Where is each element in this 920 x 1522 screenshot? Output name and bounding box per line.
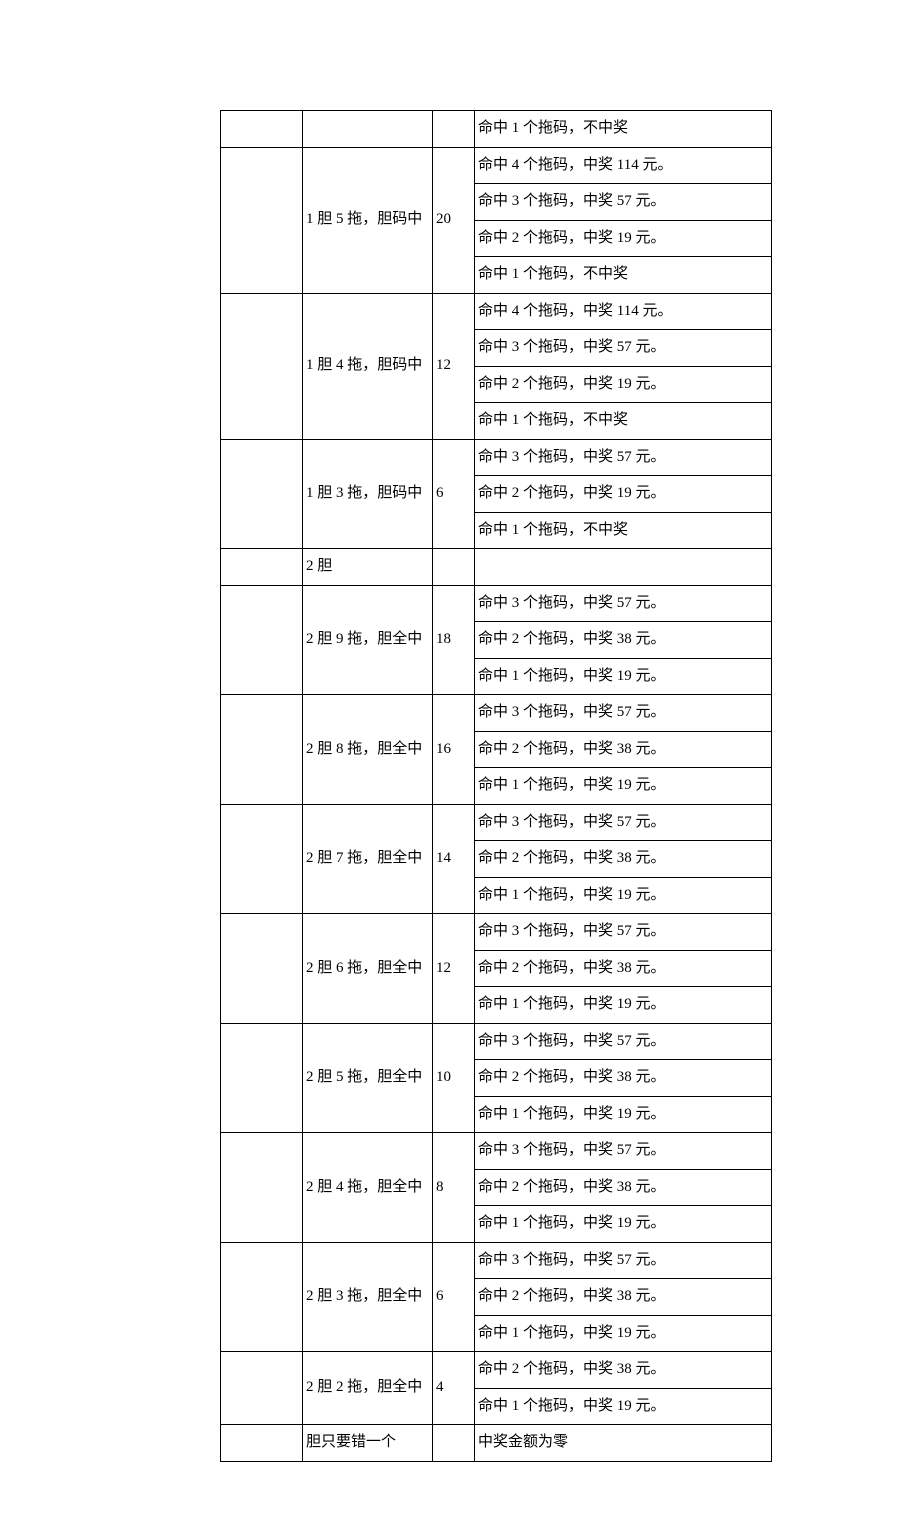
col-label: 2 胆 5 拖，胆全中 bbox=[303, 1023, 433, 1133]
col-outcome: 命中 3 个拖码，中奖 57 元。 bbox=[475, 914, 772, 951]
col-amount: 8 bbox=[433, 1133, 475, 1243]
col-empty bbox=[221, 147, 303, 293]
table-row: 2 胆 3 拖，胆全中6命中 3 个拖码，中奖 57 元。 bbox=[221, 1242, 772, 1279]
col-outcome: 命中 1 个拖码，中奖 19 元。 bbox=[475, 1096, 772, 1133]
col-outcome: 命中 1 个拖码，不中奖 bbox=[475, 111, 772, 148]
col-outcome bbox=[475, 549, 772, 586]
col-outcome: 中奖金额为零 bbox=[475, 1425, 772, 1462]
col-outcome: 命中 1 个拖码，中奖 19 元。 bbox=[475, 1206, 772, 1243]
col-label: 2 胆 bbox=[303, 549, 433, 586]
col-label: 1 胆 4 拖，胆码中 bbox=[303, 293, 433, 439]
col-empty bbox=[221, 1425, 303, 1462]
col-empty bbox=[221, 914, 303, 1024]
col-label: 2 胆 6 拖，胆全中 bbox=[303, 914, 433, 1024]
col-outcome: 命中 1 个拖码，不中奖 bbox=[475, 257, 772, 294]
col-empty bbox=[221, 293, 303, 439]
col-empty bbox=[221, 585, 303, 695]
col-outcome: 命中 2 个拖码，中奖 38 元。 bbox=[475, 1279, 772, 1316]
col-outcome: 命中 2 个拖码，中奖 38 元。 bbox=[475, 1352, 772, 1389]
col-outcome: 命中 3 个拖码，中奖 57 元。 bbox=[475, 695, 772, 732]
table-row: 命中 1 个拖码，不中奖 bbox=[221, 111, 772, 148]
col-outcome: 命中 3 个拖码，中奖 57 元。 bbox=[475, 330, 772, 367]
col-empty bbox=[221, 1023, 303, 1133]
table-row: 2 胆 4 拖，胆全中8命中 3 个拖码，中奖 57 元。 bbox=[221, 1133, 772, 1170]
col-outcome: 命中 2 个拖码，中奖 38 元。 bbox=[475, 950, 772, 987]
col-outcome: 命中 2 个拖码，中奖 38 元。 bbox=[475, 731, 772, 768]
col-outcome: 命中 1 个拖码，不中奖 bbox=[475, 512, 772, 549]
col-outcome: 命中 3 个拖码，中奖 57 元。 bbox=[475, 1133, 772, 1170]
col-label: 2 胆 2 拖，胆全中 bbox=[303, 1352, 433, 1425]
col-empty bbox=[221, 111, 303, 148]
table-row: 2 胆 7 拖，胆全中14命中 3 个拖码，中奖 57 元。 bbox=[221, 804, 772, 841]
table-row: 1 胆 4 拖，胆码中12命中 4 个拖码，中奖 114 元。 bbox=[221, 293, 772, 330]
col-label: 2 胆 9 拖，胆全中 bbox=[303, 585, 433, 695]
col-label: 2 胆 3 拖，胆全中 bbox=[303, 1242, 433, 1352]
table-row: 1 胆 3 拖，胆码中6命中 3 个拖码，中奖 57 元。 bbox=[221, 439, 772, 476]
col-outcome: 命中 1 个拖码，中奖 19 元。 bbox=[475, 658, 772, 695]
col-amount bbox=[433, 111, 475, 148]
col-outcome: 命中 1 个拖码，中奖 19 元。 bbox=[475, 987, 772, 1024]
col-label bbox=[303, 111, 433, 148]
table-row: 2 胆 6 拖，胆全中12命中 3 个拖码，中奖 57 元。 bbox=[221, 914, 772, 951]
col-label: 1 胆 5 拖，胆码中 bbox=[303, 147, 433, 293]
col-amount: 14 bbox=[433, 804, 475, 914]
col-empty bbox=[221, 695, 303, 805]
col-empty bbox=[221, 804, 303, 914]
col-outcome: 命中 4 个拖码，中奖 114 元。 bbox=[475, 147, 772, 184]
col-empty bbox=[221, 1352, 303, 1425]
col-outcome: 命中 2 个拖码，中奖 19 元。 bbox=[475, 220, 772, 257]
table-row: 2 胆 2 拖，胆全中4命中 2 个拖码，中奖 38 元。 bbox=[221, 1352, 772, 1389]
col-outcome: 命中 3 个拖码，中奖 57 元。 bbox=[475, 184, 772, 221]
col-label: 2 胆 8 拖，胆全中 bbox=[303, 695, 433, 805]
document-page: { "style": { "font_family": "SimSun", "f… bbox=[0, 0, 920, 1522]
col-outcome: 命中 2 个拖码，中奖 38 元。 bbox=[475, 622, 772, 659]
col-amount bbox=[433, 549, 475, 586]
col-label: 胆只要错一个 bbox=[303, 1425, 433, 1462]
col-empty bbox=[221, 1133, 303, 1243]
table-row: 2 胆 5 拖，胆全中10命中 3 个拖码，中奖 57 元。 bbox=[221, 1023, 772, 1060]
col-outcome: 命中 3 个拖码，中奖 57 元。 bbox=[475, 439, 772, 476]
col-outcome: 命中 2 个拖码，中奖 38 元。 bbox=[475, 1169, 772, 1206]
col-amount: 4 bbox=[433, 1352, 475, 1425]
col-amount: 6 bbox=[433, 439, 475, 549]
col-amount: 20 bbox=[433, 147, 475, 293]
col-outcome: 命中 1 个拖码，中奖 19 元。 bbox=[475, 1315, 772, 1352]
col-outcome: 命中 2 个拖码，中奖 38 元。 bbox=[475, 1060, 772, 1097]
col-amount: 12 bbox=[433, 293, 475, 439]
col-empty bbox=[221, 549, 303, 586]
col-outcome: 命中 1 个拖码，不中奖 bbox=[475, 403, 772, 440]
col-amount: 18 bbox=[433, 585, 475, 695]
col-outcome: 命中 4 个拖码，中奖 114 元。 bbox=[475, 293, 772, 330]
col-empty bbox=[221, 1242, 303, 1352]
col-empty bbox=[221, 439, 303, 549]
col-amount: 10 bbox=[433, 1023, 475, 1133]
table-row: 胆只要错一个 中奖金额为零 bbox=[221, 1425, 772, 1462]
col-amount bbox=[433, 1425, 475, 1462]
col-amount: 6 bbox=[433, 1242, 475, 1352]
col-outcome: 命中 3 个拖码，中奖 57 元。 bbox=[475, 585, 772, 622]
prize-table: 命中 1 个拖码，不中奖1 胆 5 拖，胆码中20命中 4 个拖码，中奖 114… bbox=[220, 110, 772, 1462]
table-row: 2 胆 8 拖，胆全中16命中 3 个拖码，中奖 57 元。 bbox=[221, 695, 772, 732]
col-outcome: 命中 1 个拖码，中奖 19 元。 bbox=[475, 877, 772, 914]
col-outcome: 命中 2 个拖码，中奖 19 元。 bbox=[475, 476, 772, 513]
col-outcome: 命中 3 个拖码，中奖 57 元。 bbox=[475, 804, 772, 841]
col-outcome: 命中 3 个拖码，中奖 57 元。 bbox=[475, 1242, 772, 1279]
col-label: 2 胆 4 拖，胆全中 bbox=[303, 1133, 433, 1243]
col-label: 1 胆 3 拖，胆码中 bbox=[303, 439, 433, 549]
table-row: 2 胆 bbox=[221, 549, 772, 586]
col-amount: 16 bbox=[433, 695, 475, 805]
col-outcome: 命中 3 个拖码，中奖 57 元。 bbox=[475, 1023, 772, 1060]
col-amount: 12 bbox=[433, 914, 475, 1024]
col-outcome: 命中 2 个拖码，中奖 19 元。 bbox=[475, 366, 772, 403]
col-outcome: 命中 2 个拖码，中奖 38 元。 bbox=[475, 841, 772, 878]
col-label: 2 胆 7 拖，胆全中 bbox=[303, 804, 433, 914]
col-outcome: 命中 1 个拖码，中奖 19 元。 bbox=[475, 1388, 772, 1425]
table-row: 1 胆 5 拖，胆码中20命中 4 个拖码，中奖 114 元。 bbox=[221, 147, 772, 184]
table-row: 2 胆 9 拖，胆全中18命中 3 个拖码，中奖 57 元。 bbox=[221, 585, 772, 622]
col-outcome: 命中 1 个拖码，中奖 19 元。 bbox=[475, 768, 772, 805]
